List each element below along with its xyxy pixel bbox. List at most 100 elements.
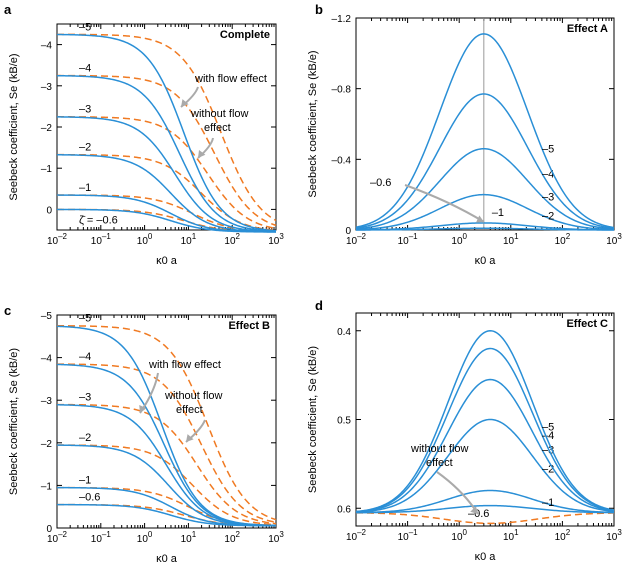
y-tick-label: –3 [41, 396, 53, 407]
x-tick-label: 10–2 [346, 232, 367, 247]
x-tick-label: 100 [451, 232, 467, 247]
series-without-flow-3 [57, 403, 277, 525]
x-tick-label: 10–2 [47, 530, 68, 545]
tick-base: 10 [451, 236, 463, 247]
series-effect-a-3 [355, 147, 615, 230]
tick-exponent: 0 [148, 530, 153, 539]
x-tick-label: 100 [137, 530, 153, 545]
tick-base: 10 [606, 236, 618, 247]
panel-letter: a [4, 2, 12, 17]
arrow-head [186, 434, 194, 442]
y-tick-label: –4 [41, 354, 53, 365]
tick-base: 10 [398, 236, 410, 247]
curve-label: –1 [492, 207, 504, 219]
curve-label: –4 [542, 169, 554, 181]
tick-exponent: 2 [566, 232, 571, 241]
y-tick-label: –5 [41, 311, 53, 322]
tick-exponent: –2 [58, 530, 67, 539]
series-with-flow-1 [57, 486, 276, 527]
tick-exponent: 2 [566, 528, 571, 537]
y-axis-label: Seebeck coefficient, Se (kB/e) [307, 346, 319, 493]
x-tick-label: 101 [503, 232, 519, 247]
y-tick-label: 0.6 [337, 504, 351, 515]
series-effect-a-4 [355, 93, 615, 230]
tick-exponent: –1 [102, 530, 111, 539]
panel-title: Effect A [567, 23, 608, 35]
tick-base: 10 [451, 532, 463, 543]
y-tick-label: 0 [46, 524, 52, 535]
x-tick-label: 100 [137, 232, 153, 247]
x-tick-label: 10–1 [398, 232, 419, 247]
curve-label: –2 [79, 142, 91, 154]
series-with-flow-5 [56, 325, 277, 527]
series-with-flow-4 [56, 74, 277, 232]
x-tick-label: 101 [181, 530, 197, 545]
y-tick-label: –1.2 [332, 14, 352, 25]
tick-exponent: 3 [279, 530, 284, 539]
tick-exponent: –1 [409, 232, 418, 241]
y-axis-label: Seebeck coefficient, Se (kB/e) [8, 53, 20, 200]
tick-base: 10 [503, 236, 515, 247]
curve-label: –3 [79, 391, 91, 403]
curve-label: –5 [79, 313, 91, 325]
curve-label: –5 [79, 21, 91, 33]
tick-exponent: –1 [102, 232, 111, 241]
arrow-head [470, 506, 478, 514]
curve-label: –4 [79, 351, 91, 363]
x-tick-label: 101 [503, 528, 519, 543]
tick-base: 10 [503, 532, 515, 543]
tick-base: 10 [346, 236, 358, 247]
series-with-flow-1 [57, 194, 277, 233]
tick-base: 10 [181, 236, 193, 247]
tick-base: 10 [268, 534, 280, 545]
series-effect-c-3 [355, 378, 615, 513]
tick-base: 10 [398, 532, 410, 543]
tick-exponent: 2 [236, 530, 241, 539]
tick-base: 10 [224, 236, 236, 247]
series-with-flow-5 [56, 33, 277, 232]
tick-exponent: –2 [58, 232, 67, 241]
y-tick-label: 0.5 [337, 416, 351, 427]
x-tick-label: 102 [224, 530, 240, 545]
annotation-with-flow: with flow effect [194, 73, 267, 85]
tick-exponent: 0 [463, 232, 468, 241]
curve-label: –0.6 [370, 177, 391, 189]
y-tick-label: 0 [46, 205, 52, 216]
arrow-head [198, 150, 206, 158]
curve-label: –5 [542, 421, 554, 433]
x-tick-label: 10–1 [91, 232, 112, 247]
curve-label: –2 [79, 432, 91, 444]
panel-title: Complete [220, 29, 270, 41]
series-with-flow-3 [56, 116, 277, 233]
plot-frame [355, 17, 615, 231]
panel-title: Effect C [566, 318, 608, 330]
tick-exponent: 1 [514, 528, 519, 537]
tick-exponent: –2 [357, 232, 366, 241]
tick-exponent: 3 [617, 528, 622, 537]
annotation-without-flow: without flow [410, 443, 469, 455]
panel-title: Effect B [228, 320, 270, 332]
series-effect-a-1 [355, 222, 614, 231]
tick-base: 10 [268, 236, 280, 247]
arrow-line [404, 184, 485, 223]
tick-exponent: 3 [617, 232, 622, 241]
y-tick-label: 0.4 [337, 327, 351, 338]
y-tick-label: –0.8 [332, 85, 352, 96]
y-axis-label: Seebeck coefficient, Se (kB/e) [307, 50, 319, 197]
annotation-effect: effect [426, 457, 453, 469]
y-tick-label: –1 [41, 481, 53, 492]
series-without-flow-3 [56, 116, 277, 230]
x-tick-label: 10–1 [398, 528, 419, 543]
arrow-head [475, 215, 484, 223]
series-effect-a-2 [355, 193, 615, 231]
x-tick-label: 10–2 [346, 528, 367, 543]
tick-exponent: 1 [192, 232, 197, 241]
y-tick-label: –4 [41, 41, 53, 52]
tick-base: 10 [47, 236, 59, 247]
panel-letter: b [315, 2, 323, 17]
x-axis-label: κ0 a [475, 255, 497, 267]
